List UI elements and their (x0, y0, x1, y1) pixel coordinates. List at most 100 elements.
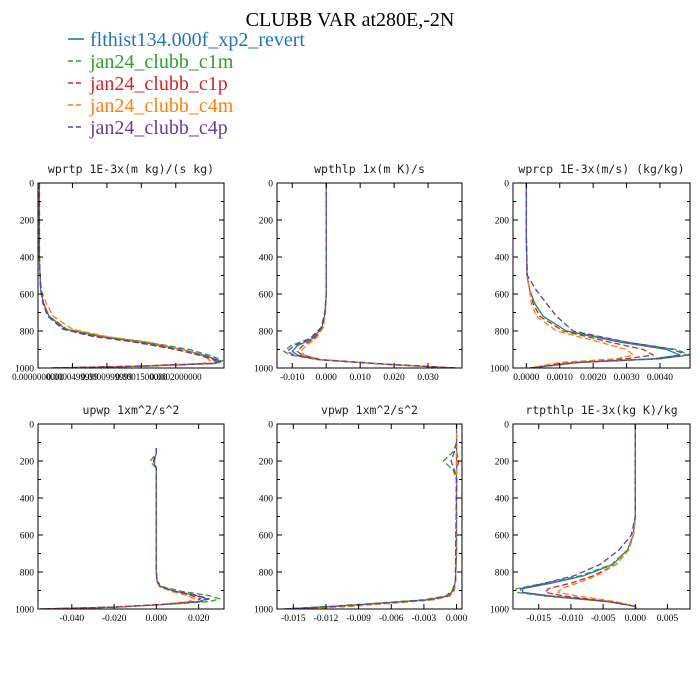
series-line (525, 183, 681, 368)
series-line (284, 442, 458, 609)
series-group (40, 448, 221, 609)
x-tick-label: -0.012 (314, 614, 339, 624)
panel-6: rtpthlp 1E-3x(kg K)/kg 0 200 400 600 800 1000 -… (490, 403, 691, 624)
x-tick-label: 0.010 (349, 373, 371, 383)
x-tick-label: -0.006 (379, 614, 404, 624)
panel-title: rtpthlp 1E-3x(kg K)/kg (525, 403, 677, 417)
legend-entry: jan24_clubb_c1p (68, 73, 228, 95)
y-tick-label: 0 (504, 180, 509, 190)
panels: wprtp 1E-3x(m kg)/(s kg) 0 200 400 600 800 100… (12, 162, 691, 624)
panel-title: upwp 1xm^2/s^2 (83, 403, 180, 417)
x-tick-label: 0.0002000000 (150, 372, 202, 382)
plot-frame (512, 423, 691, 610)
y-tick-label: 400 (259, 495, 274, 505)
y-tick-label: 800 (259, 328, 274, 338)
y-tick-label: 800 (259, 569, 274, 579)
y-tick-label: 600 (259, 532, 274, 542)
y-tick-label: 400 (495, 495, 510, 505)
x-tick-label: 0.030 (417, 373, 439, 383)
x-tick-label: 0.0001500000 (115, 372, 167, 382)
x-tick-label: 0.0000499999 (47, 372, 99, 382)
x-tick-label: 0.0000 (513, 373, 539, 383)
x-tick-label: -0.010 (280, 373, 305, 383)
legend-label: jan24_clubb_c1m (89, 51, 234, 73)
y-tick-label: 1000 (254, 606, 273, 616)
legend-entry: jan24_clubb_c1m (68, 51, 234, 73)
x-tick-label: 0.000 (146, 614, 168, 624)
legend-label: jan24_clubb_c4m (89, 95, 234, 117)
figure-title: CLUBB VAR at280E,-2N (246, 9, 455, 31)
y-tick-label: 400 (20, 254, 35, 264)
x-tick-label: 0.000 (446, 614, 468, 624)
panel-title: wprcp 1E-3x(m/s) (kg/kg) (518, 162, 684, 176)
x-tick-label: 0.000 (625, 614, 647, 624)
y-tick-label: 600 (495, 532, 510, 542)
y-tick-label: 0 (268, 180, 273, 190)
x-tick-label: 0.0000999999 (81, 372, 133, 382)
legend-entry: jan24_clubb_c4m (68, 95, 234, 117)
y-tick-label: 1000 (254, 365, 273, 375)
plot-frame (276, 423, 463, 610)
series-line (282, 442, 458, 609)
y-tick-label: 600 (20, 291, 35, 301)
x-tick-label: 0.0000000000 (12, 372, 64, 382)
series-group (515, 424, 638, 609)
x-tick-label: -0.009 (346, 614, 371, 624)
legend-label: jan24_clubb_c4p (89, 117, 228, 139)
series-line (40, 448, 196, 609)
y-tick-label: 200 (259, 217, 274, 227)
x-tick-label: 0.0010 (547, 373, 573, 383)
x-tick-label: -0.020 (102, 614, 127, 624)
x-tick-label: 0.020 (188, 614, 210, 624)
series-line (291, 183, 456, 368)
x-tick-label: -0.010 (559, 614, 584, 624)
x-tick-label: -0.040 (60, 614, 85, 624)
series-group (282, 424, 460, 609)
y-tick-label: 0 (268, 421, 273, 431)
panel-5: vpwp 1xm^2/s^2 0 200 400 600 800 1000 -0.015 -0.… (254, 403, 467, 624)
y-tick-label: 400 (20, 495, 35, 505)
y-tick-label: 400 (495, 254, 510, 264)
x-tick-label: -0.015 (281, 614, 306, 624)
x-tick-label: 0.000 (316, 373, 338, 383)
panel-1: wprtp 1E-3x(m kg)/(s kg) 0 200 400 600 800 100… (12, 162, 225, 382)
y-tick-label: 600 (20, 532, 35, 542)
series-line (40, 448, 202, 609)
series-line (40, 448, 208, 609)
x-tick-label: 0.0020 (580, 373, 606, 383)
series-line (300, 183, 456, 368)
series-line (520, 424, 638, 609)
series-line (38, 183, 222, 368)
series-line (304, 424, 458, 609)
panel-title: wprtp 1E-3x(m kg)/(s kg) (48, 162, 214, 176)
y-tick-label: 1000 (15, 606, 34, 616)
y-tick-label: 800 (495, 569, 510, 579)
x-tick-label: -0.003 (412, 614, 437, 624)
y-tick-label: 200 (495, 217, 510, 227)
y-tick-label: 600 (495, 291, 510, 301)
x-tick-label: -0.005 (591, 614, 616, 624)
plot-frame (37, 423, 225, 610)
y-tick-label: 800 (20, 328, 35, 338)
series-line (293, 442, 460, 609)
panel-2: wpthlp 1x(m K)/s 0 200 400 600 800 1000 -0.010 0… (254, 162, 463, 383)
x-tick-label: 0.0030 (613, 373, 639, 383)
x-tick-label: -0.015 (526, 614, 551, 624)
series-line (525, 183, 654, 368)
x-tick-label: 0.005 (657, 614, 679, 624)
legend-entry: flthist134.000f_xp2_revert (68, 29, 305, 51)
y-tick-label: 1000 (490, 365, 509, 375)
y-tick-label: 0 (29, 421, 34, 431)
series-line (40, 448, 210, 609)
series-line (557, 424, 638, 609)
y-tick-label: 200 (259, 458, 274, 468)
x-tick-label: 0.020 (383, 373, 405, 383)
series-line (286, 183, 456, 368)
panel-3: wprcp 1E-3x(m/s) (kg/kg) 0 200 400 600 800 100… (490, 162, 691, 383)
y-tick-label: 200 (20, 458, 35, 468)
y-tick-label: 600 (259, 291, 274, 301)
y-tick-label: 400 (259, 254, 274, 264)
series-group (525, 183, 690, 368)
